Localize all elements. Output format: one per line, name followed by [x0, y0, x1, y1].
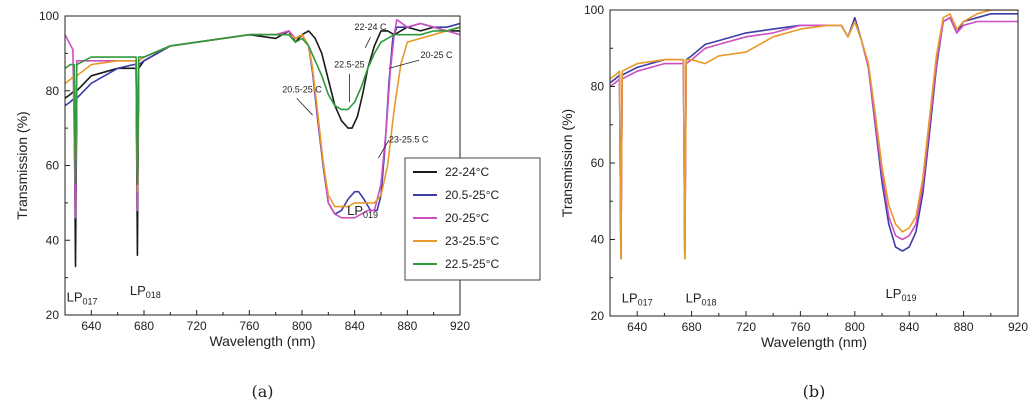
- legend-entry: 23-25.5°C: [445, 234, 499, 248]
- lp-label-019: LP019: [886, 286, 917, 303]
- y-axis-title: Transmission (%): [14, 111, 30, 219]
- x-tick-label: 760: [239, 319, 259, 333]
- series-line-22-5-25-C: [65, 26, 460, 185]
- y-tick-label: 40: [46, 233, 60, 247]
- series-line-3: [610, 10, 1018, 260]
- x-tick-label: 720: [736, 320, 756, 334]
- lp-label-017: LP017: [67, 289, 98, 306]
- annotation-arrow: [364, 37, 371, 48]
- chart-panel-a: 640 680 720 760 800 840 880 920 20 40 60 80 100 Wavel…: [14, 9, 541, 401]
- chart-panel-b: 640 680 720 760 800 840 880 920 20 40 60 80 100 Wavel…: [559, 3, 1028, 401]
- y-axis-title: Transmission (%): [559, 109, 575, 217]
- annotation-arrow: [296, 97, 313, 116]
- annotation-arrow: [378, 139, 390, 159]
- legend-entry: 22.5-25°C: [445, 257, 499, 271]
- y-tick-label: 80: [591, 80, 605, 94]
- y-tick-label: 100: [39, 9, 59, 23]
- panel-caption: (b): [803, 382, 826, 401]
- legend: 22-24°C 20.5-25°C 20-25°C 23-25.5°C 22.5-25°…: [404, 157, 541, 281]
- series-line-1: [610, 13, 1018, 260]
- x-tick-label: 760: [790, 320, 810, 334]
- annotation-22.5-25: 22.5-25: [334, 60, 365, 70]
- lp-label-019: LP019: [347, 203, 378, 220]
- annotation-22-24C: 22-24 C: [354, 22, 387, 32]
- legend-entry: 20.5-25°C: [445, 188, 499, 202]
- y-tick-label: 60: [591, 156, 605, 170]
- x-tick-label: 840: [345, 319, 365, 333]
- x-axis-title: Wavelength (nm): [209, 333, 315, 349]
- x-tick-label: 680: [682, 320, 702, 334]
- y-tick-label: 60: [46, 159, 60, 173]
- plot-frame: [609, 9, 1019, 317]
- series-line-22-24-C: [65, 26, 460, 268]
- y-tick-label: 20: [591, 309, 605, 323]
- x-tick-label: 720: [187, 319, 207, 333]
- x-tick-label: 800: [292, 319, 312, 333]
- y-tick-label: 20: [46, 308, 60, 322]
- annotation-23-25.5C: 23-25.5 C: [389, 134, 429, 144]
- legend-entry: 22-24°C: [445, 165, 489, 179]
- lp-label-018: LP018: [130, 283, 161, 300]
- x-tick-label: 920: [1008, 320, 1028, 334]
- panel-caption: (a): [251, 382, 273, 401]
- plot-lines: [610, 10, 1018, 260]
- y-tick-label: 40: [591, 233, 605, 247]
- x-tick-label: 800: [845, 320, 865, 334]
- series-line-20-25-C: [65, 18, 460, 219]
- x-tick-label: 840: [899, 320, 919, 334]
- legend-entry: 20-25°C: [445, 211, 489, 225]
- x-tick-label: 880: [954, 320, 974, 334]
- series-line-2: [610, 16, 1018, 260]
- y-tick-label: 80: [46, 84, 60, 98]
- x-tick-label: 920: [450, 319, 470, 333]
- annotation-20.5-25C: 20.5-25 C: [282, 85, 322, 95]
- annotation-arrow: [388, 59, 420, 69]
- x-tick-label: 680: [134, 319, 154, 333]
- lp-label-018: LP018: [686, 290, 717, 307]
- lp-label-017: LP017: [622, 290, 653, 307]
- x-tick-label: 640: [81, 319, 101, 333]
- y-tick-label: 100: [584, 3, 604, 17]
- annotation-20-25C: 20-25 C: [421, 50, 454, 60]
- series-line-23-25-5-C: [65, 26, 460, 208]
- x-tick-label: 640: [627, 320, 647, 334]
- x-axis-title: Wavelength (nm): [761, 334, 867, 350]
- plot-lines: [65, 18, 460, 268]
- series-line-20-5-25-C: [65, 22, 460, 219]
- x-tick-label: 880: [397, 319, 417, 333]
